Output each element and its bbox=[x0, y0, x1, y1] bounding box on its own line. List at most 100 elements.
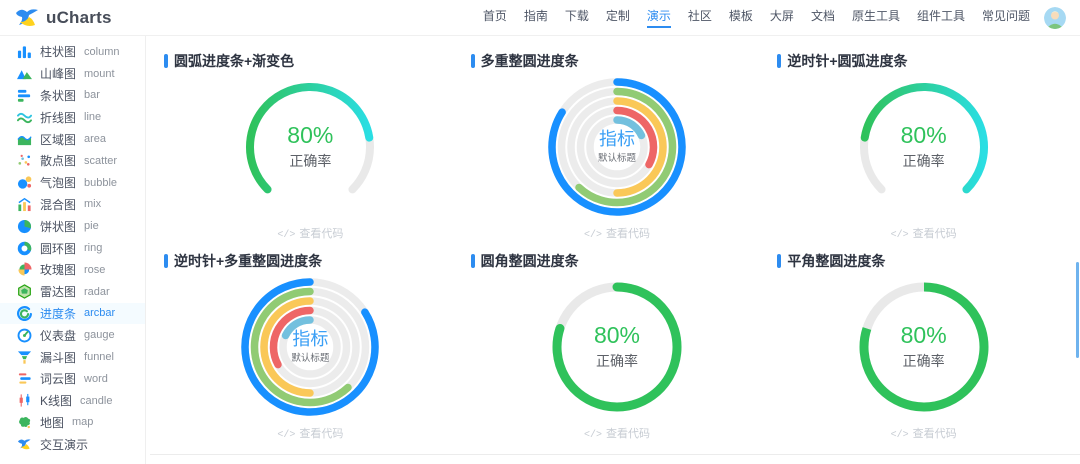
title-accent-bar bbox=[164, 254, 168, 268]
mix-chart-icon bbox=[17, 197, 32, 212]
sidebar-item-label-en: bar bbox=[84, 89, 100, 102]
nav-item-native-tools[interactable]: 原生工具 bbox=[851, 9, 900, 23]
chart-canvas: 指标 默认标题 bbox=[210, 272, 410, 422]
sidebar-item-mount[interactable]: 山峰图 mount bbox=[0, 63, 145, 85]
progress-chart-svg bbox=[552, 282, 682, 412]
nav-item-docs[interactable]: 文档 bbox=[810, 9, 835, 23]
sidebar-item-word[interactable]: 词云图 word bbox=[0, 368, 145, 390]
chart-canvas: 80% 正确率 bbox=[824, 272, 1024, 422]
sidebar-item-label-zh: 山峰图 bbox=[40, 67, 77, 82]
sidebar-item-label-zh: 条状图 bbox=[40, 88, 77, 103]
panel-title-row: 逆时针+多重整圆进度条 bbox=[164, 252, 457, 270]
nav-item-demo[interactable]: 演示 bbox=[646, 7, 671, 28]
title-accent-bar bbox=[777, 254, 782, 268]
panel-title-row: 多重整圆进度条 bbox=[470, 52, 764, 70]
sidebar-item-label-zh: K线图 bbox=[40, 394, 73, 409]
sidebar-item-pie[interactable]: 饼状图 pie bbox=[0, 215, 145, 237]
sidebar-item-label-en: arcbar bbox=[84, 307, 116, 320]
sidebar-item-label-en: map bbox=[72, 416, 94, 429]
panel-title-row: 逆时针+圆弧进度条 bbox=[777, 52, 1070, 70]
chart-canvas: 80% 正确率 bbox=[824, 72, 1024, 222]
sidebar-item-label-zh: 漏斗图 bbox=[40, 350, 77, 365]
sidebar-item-line[interactable]: 折线图 line bbox=[0, 106, 145, 128]
view-code-link[interactable]: </> 查看代码 bbox=[164, 225, 457, 241]
view-code-link[interactable]: </> 查看代码 bbox=[471, 425, 764, 441]
progress-chart-svg bbox=[859, 282, 989, 412]
sidebar-item-map[interactable]: 地图 map bbox=[0, 412, 145, 434]
sidebar-item-scatter[interactable]: 散点图 scatter bbox=[0, 150, 145, 172]
sidebar-item-label-en: rose bbox=[84, 263, 106, 276]
view-code-label: 查看代码 bbox=[606, 228, 650, 240]
sidebar-item-label-en: pie bbox=[84, 220, 99, 233]
chart-panel-flat-circle: 平角整圆进度条 80% 正确率 </> 查看代码 bbox=[767, 244, 1070, 444]
nav-item-guide[interactable]: 指南 bbox=[523, 9, 548, 23]
sidebar-item-label-zh: 区域图 bbox=[40, 132, 77, 147]
area-chart-icon bbox=[17, 132, 32, 147]
sidebar-item-label-en: mount bbox=[84, 67, 115, 80]
chart-canvas: 指标 默认标题 bbox=[517, 72, 717, 222]
sidebar-item-interactive-demo[interactable]: 交互演示 bbox=[0, 433, 145, 455]
progress-chart-svg bbox=[246, 83, 375, 194]
sidebar-item-bar[interactable]: 条状图 bar bbox=[0, 85, 145, 107]
sidebar-item-arcbar[interactable]: 进度条 arcbar bbox=[0, 302, 145, 325]
funnel-chart-icon bbox=[17, 350, 32, 365]
sidebar-item-label-zh: 折线图 bbox=[40, 110, 77, 125]
sidebar-item-label-zh: 地图 bbox=[40, 415, 65, 430]
sidebar-item-mix[interactable]: 混合图 mix bbox=[0, 194, 145, 216]
nav-item-template[interactable]: 模板 bbox=[728, 9, 753, 23]
view-code-link[interactable]: </> 查看代码 bbox=[471, 225, 764, 241]
sidebar-item-area[interactable]: 区域图 area bbox=[0, 128, 145, 150]
sidebar-item-radar[interactable]: 雷达图 radar bbox=[0, 281, 145, 303]
sidebar-item-gauge[interactable]: 仪表盘 gauge bbox=[0, 324, 145, 346]
view-code-label: 查看代码 bbox=[606, 428, 650, 440]
sidebar-item-label-en: scatter bbox=[84, 154, 118, 167]
panel-title-text: 逆时针+圆弧进度条 bbox=[787, 53, 908, 69]
sidebar-item-ring[interactable]: 圆环图 ring bbox=[0, 237, 145, 259]
nav-item-download[interactable]: 下载 bbox=[564, 9, 589, 23]
charts-grid: 圆弧进度条+渐变色 80% 正确率 </> 查看代码 多重整圆进度条 bbox=[146, 36, 1080, 464]
sidebar-item-bubble[interactable]: 气泡图 bubble bbox=[0, 172, 145, 194]
sidebar-item-funnel[interactable]: 漏斗图 funnel bbox=[0, 346, 145, 368]
view-code-link[interactable]: </> 查看代码 bbox=[164, 425, 457, 441]
sidebar-item-label-zh: 玫瑰图 bbox=[40, 263, 77, 278]
panel-title-text: 圆弧进度条+渐变色 bbox=[174, 53, 295, 69]
nav-item-component-tools[interactable]: 组件工具 bbox=[916, 9, 965, 23]
nav-item-faq[interactable]: 常见问题 bbox=[981, 9, 1030, 23]
bubble-chart-icon bbox=[17, 175, 32, 190]
sidebar-item-candle[interactable]: K线图 candle bbox=[0, 390, 145, 412]
nav-item-bigscreen[interactable]: 大屏 bbox=[769, 9, 794, 23]
sidebar-item-column[interactable]: 柱状图 column bbox=[0, 41, 145, 63]
title-accent-bar bbox=[164, 54, 168, 68]
ucharts-bird-icon bbox=[14, 6, 40, 30]
sidebar-item-label-en: funnel bbox=[84, 351, 114, 364]
sidebar-item-label-zh: 饼状图 bbox=[40, 219, 77, 234]
sidebar-item-rose[interactable]: 玫瑰图 rose bbox=[0, 259, 145, 281]
view-code-label: 查看代码 bbox=[912, 228, 957, 240]
code-brackets-icon: </> bbox=[583, 430, 602, 441]
line-chart-icon bbox=[17, 110, 32, 125]
chart-panel-ccw-multi-circle: 逆时针+多重整圆进度条 指标 默认标题 </> 查看代码 bbox=[154, 244, 457, 444]
gauge-chart-icon bbox=[17, 328, 32, 343]
ucharts-logo[interactable]: uCharts bbox=[14, 6, 112, 30]
sidebar-item-label-en: bubble bbox=[84, 176, 118, 189]
map-chart-icon bbox=[17, 415, 32, 430]
view-code-link[interactable]: </> 查看代码 bbox=[777, 425, 1070, 441]
nav-item-community[interactable]: 社区 bbox=[687, 9, 712, 23]
sidebar-item-label-en: area bbox=[84, 133, 107, 146]
rose-chart-icon bbox=[17, 262, 32, 277]
title-accent-bar bbox=[777, 54, 782, 68]
sidebar-item-label-en: line bbox=[84, 111, 102, 124]
view-code-label: 查看代码 bbox=[299, 228, 344, 240]
chart-canvas: 80% 正确率 bbox=[517, 272, 717, 422]
sidebar-item-label-en: mix bbox=[84, 198, 102, 211]
sidebar-scrollbar[interactable] bbox=[1076, 262, 1079, 358]
sidebar-item-label-zh: 混合图 bbox=[40, 197, 77, 212]
bar-chart-icon bbox=[17, 88, 32, 103]
nav-item-home[interactable]: 首页 bbox=[482, 9, 507, 23]
panel-title-text: 多重整圆进度条 bbox=[480, 53, 579, 69]
chart-panel-rounded-circle: 圆角整圆进度条 80% 正确率 </> 查看代码 bbox=[461, 244, 764, 444]
user-avatar[interactable] bbox=[1044, 6, 1066, 29]
view-code-link[interactable]: </> 查看代码 bbox=[777, 225, 1070, 241]
scatter-chart-icon bbox=[17, 153, 32, 168]
nav-item-custom[interactable]: 定制 bbox=[605, 9, 630, 23]
